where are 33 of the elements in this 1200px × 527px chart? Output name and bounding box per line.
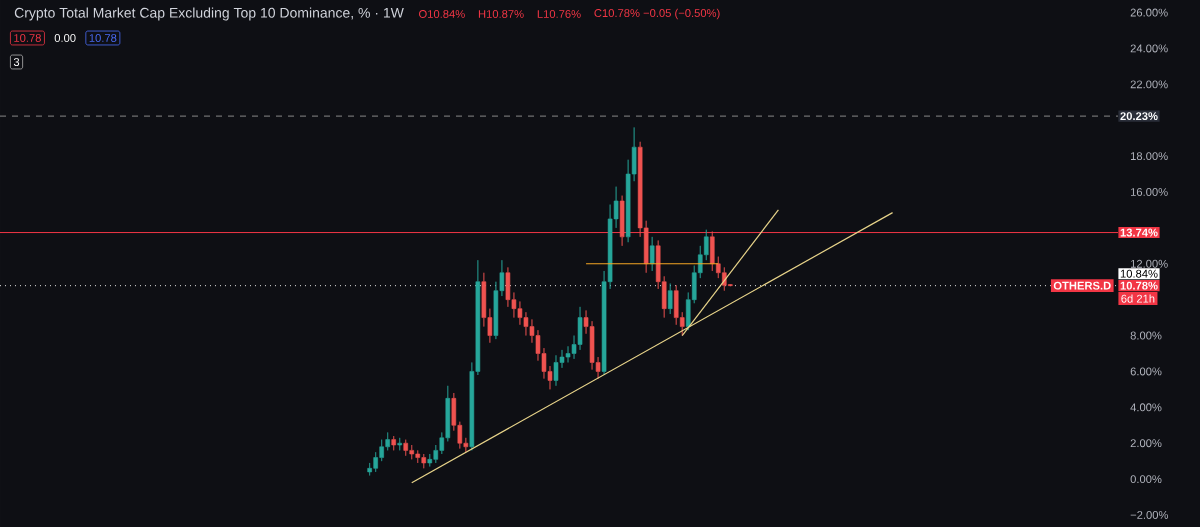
annotation: 10.78 bbox=[14, 34, 41, 42]
y-tick-label: 26.00% bbox=[1130, 8, 1168, 17]
y-tick-label: 4.00% bbox=[1130, 403, 1162, 412]
y-tick-label: 0.00% bbox=[1130, 475, 1162, 484]
y-tick-label: 6.00% bbox=[1130, 367, 1162, 376]
candlestick bbox=[391, 435, 396, 451]
ref-line-label: 13.74% bbox=[1120, 228, 1158, 237]
annotation: 0.00 bbox=[54, 34, 76, 42]
y-tick-label: 18.00% bbox=[1130, 152, 1168, 161]
annotation: 3 bbox=[13, 58, 20, 66]
annotation: L10.76% bbox=[537, 10, 581, 18]
annotation: C10.78% −0.05 (−0.50%) bbox=[594, 8, 720, 20]
text: 10.84% bbox=[1120, 269, 1158, 278]
ref-line-label: 10.78% bbox=[1120, 281, 1158, 290]
y-tick-label: 24.00% bbox=[1130, 44, 1168, 53]
y-tick-label: 8.00% bbox=[1130, 331, 1162, 340]
candlestick bbox=[619, 195, 625, 247]
annotation: 10.78 bbox=[89, 34, 117, 42]
y-tick-label: 12.00% bbox=[1130, 259, 1168, 268]
candlestick bbox=[649, 236, 655, 272]
candlestick bbox=[710, 231, 715, 272]
annotation: OTHERS.D bbox=[1053, 281, 1111, 290]
ref-line-label: 20.23% bbox=[1120, 112, 1158, 121]
annotation: O10.84% bbox=[419, 10, 465, 18]
annotation: H10.87% bbox=[478, 10, 524, 18]
candlestick bbox=[397, 437, 403, 451]
y-tick-label: 16.00% bbox=[1130, 188, 1168, 196]
text: Crypto Total Market Cap Excluding Top 10 Dominance, % · 1W bbox=[14, 7, 404, 21]
candlestick bbox=[667, 283, 673, 315]
y-tick-label: −2.00% bbox=[1130, 511, 1169, 519]
y-tick-label: 2.00% bbox=[1130, 439, 1162, 448]
text: 6d 21h bbox=[1121, 294, 1155, 303]
y-tick-label: 22.00% bbox=[1130, 80, 1168, 89]
